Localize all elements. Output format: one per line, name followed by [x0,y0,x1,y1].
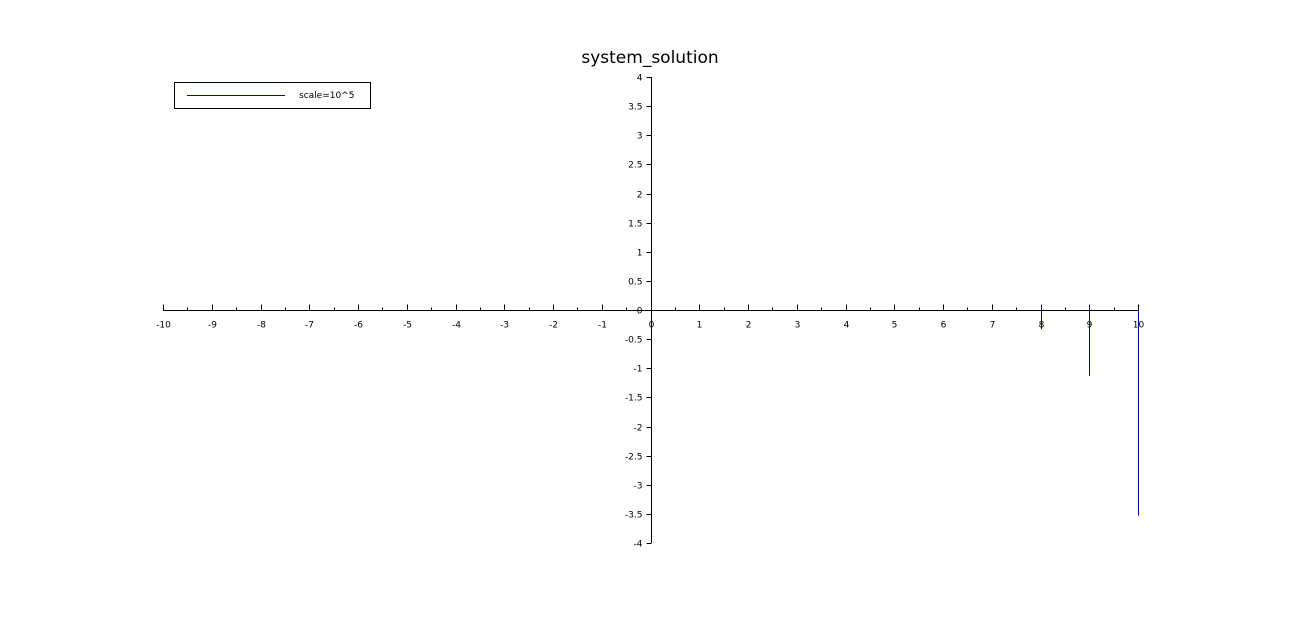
x-tick-label: -4 [452,321,461,331]
legend: scale=10^5 [174,82,371,109]
x-tick-label: -7 [305,321,314,331]
y-tick-label: 4 [637,74,643,84]
x-tick-label: 6 [941,321,947,331]
chart-title: system_solution [581,48,718,68]
x-tick-label: -8 [257,321,266,331]
series-layer [1041,310,1139,516]
x-tick-label: -3 [500,321,509,331]
x-tick-label: -1 [598,321,607,331]
y-tick-label: -4 [634,540,643,550]
x-tick-label: -5 [403,321,412,331]
y-tick-label: 3.5 [628,103,642,113]
legend-label: scale=10^5 [299,91,354,101]
x-tick-label: -10 [156,321,171,331]
y-tick-label: -1 [634,365,643,375]
axes: -10-9-8-7-6-5-4-3-2-1012345678910-4-3.5-… [156,74,1144,550]
x-tick-label: 1 [697,321,703,331]
x-tick-label: 5 [892,321,898,331]
x-tick-label: -2 [549,321,558,331]
y-tick-label: -3.5 [625,511,643,521]
x-tick-label: 0 [649,321,655,331]
x-tick-label: 3 [795,321,801,331]
x-tick-label: -9 [208,321,217,331]
y-tick-label: -2 [634,424,643,434]
y-tick-label: 1 [637,249,643,259]
y-tick-label: 2 [637,191,643,201]
y-tick-label: -3 [634,482,643,492]
y-tick-label: 3 [637,132,643,142]
y-tick-label: 2.5 [628,161,642,171]
y-tick-label: -0.5 [625,336,643,346]
y-tick-label: 0.5 [628,278,642,288]
x-tick-label: 4 [844,321,850,331]
y-tick-label: -1.5 [625,394,643,404]
x-tick-label: 2 [746,321,752,331]
x-tick-label: -6 [354,321,363,331]
y-tick-label: -2.5 [625,453,643,463]
y-tick-label: 0 [637,307,643,317]
y-tick-label: 1.5 [628,220,642,230]
x-tick-label: 7 [990,321,996,331]
